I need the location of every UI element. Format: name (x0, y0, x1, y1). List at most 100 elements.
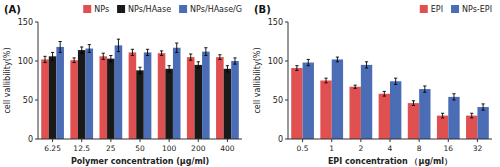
bar (70, 60, 78, 139)
error-line (337, 57, 338, 62)
x-tick-label: 50 (135, 144, 145, 153)
y-axis-label: cell vallibility(%) (253, 47, 262, 113)
error-cap (233, 57, 236, 58)
error-cap (226, 71, 229, 72)
error-cap (88, 52, 91, 53)
x-tick (110, 139, 111, 142)
error-cap (168, 71, 171, 72)
x-tick (140, 139, 141, 142)
bar (165, 69, 173, 139)
error-line (74, 58, 75, 63)
error-cap (175, 43, 178, 44)
bars (291, 57, 489, 139)
legend-item: NPs/HAase (117, 5, 171, 14)
legend-label: EPI (431, 5, 443, 14)
error-line (326, 78, 327, 83)
error-bar (383, 91, 386, 96)
error-line (483, 104, 484, 110)
error-cap (295, 65, 298, 66)
error-bar (160, 51, 163, 56)
error-bar (204, 48, 207, 56)
y-axis (288, 22, 289, 139)
bar (390, 81, 401, 139)
error-cap (233, 64, 236, 65)
error-bar (102, 53, 105, 59)
error-cap (423, 92, 426, 93)
error-cap (146, 49, 149, 50)
x-tick (81, 139, 82, 142)
error-bar (131, 49, 134, 55)
error-bar (146, 49, 149, 55)
error-cap (197, 61, 200, 62)
error-bar (138, 67, 141, 73)
bar (99, 56, 107, 139)
bar (408, 103, 419, 139)
x-tick (419, 139, 420, 142)
bar (41, 59, 49, 139)
bar (144, 52, 152, 139)
bar (216, 57, 224, 139)
error-cap (441, 117, 444, 118)
error-bar (168, 66, 171, 72)
x-tick-label: 1 (329, 144, 334, 153)
error-bar (452, 94, 455, 100)
error-cap (102, 59, 105, 60)
error-line (176, 43, 177, 52)
error-line (235, 58, 236, 64)
legend-swatch (451, 5, 459, 13)
x-tick (448, 139, 449, 142)
error-cap (138, 67, 141, 68)
legend-swatch (179, 5, 187, 13)
x-tick (198, 139, 199, 142)
legend-label: NPs-EPI (462, 5, 492, 14)
bar (56, 47, 64, 139)
bar (332, 59, 343, 139)
legend-label: NPs/HAase (128, 5, 171, 14)
x-tick (477, 139, 478, 142)
error-line (355, 85, 356, 88)
y-tick (35, 100, 38, 101)
error-bar (307, 59, 310, 65)
error-line (366, 62, 367, 68)
error-line (52, 52, 53, 60)
error-cap (423, 85, 426, 86)
error-cap (80, 46, 83, 47)
error-cap (383, 91, 386, 92)
error-line (190, 54, 191, 60)
x-tick-label: 16 (444, 144, 454, 153)
error-line (161, 51, 162, 56)
x-tick-label: 6.25 (44, 144, 61, 153)
x-tick-label: 25 (106, 144, 116, 153)
bar (477, 107, 488, 139)
error-bar (482, 104, 485, 110)
error-cap (324, 82, 327, 83)
error-cap (109, 55, 112, 56)
error-cap (51, 52, 54, 53)
y-tick-label: 50 (273, 96, 283, 105)
y-tick (35, 22, 38, 23)
y-tick-label: 100 (268, 57, 283, 66)
x-tick-label: 100 (162, 144, 177, 153)
bar (466, 116, 477, 139)
error-cap (441, 113, 444, 114)
y-tick-label: 150 (268, 18, 283, 27)
error-bar (88, 45, 91, 53)
error-bar (365, 62, 368, 68)
bar (173, 48, 181, 139)
error-bar (324, 78, 327, 83)
error-bar (175, 43, 178, 52)
error-cap (452, 93, 455, 94)
y-tick (285, 100, 288, 101)
error-cap (452, 100, 455, 101)
error-bar (441, 113, 444, 118)
x-tick-label: 2 (358, 144, 363, 153)
x-tick-label: 0.5 (297, 144, 309, 153)
x-tick-label: 12.5 (73, 144, 90, 153)
bar (224, 69, 232, 139)
error-line (296, 66, 297, 71)
error-line (89, 45, 90, 53)
error-line (227, 66, 228, 72)
y-tick-label: 100 (18, 57, 33, 66)
bar (437, 116, 448, 139)
error-cap (218, 54, 221, 55)
